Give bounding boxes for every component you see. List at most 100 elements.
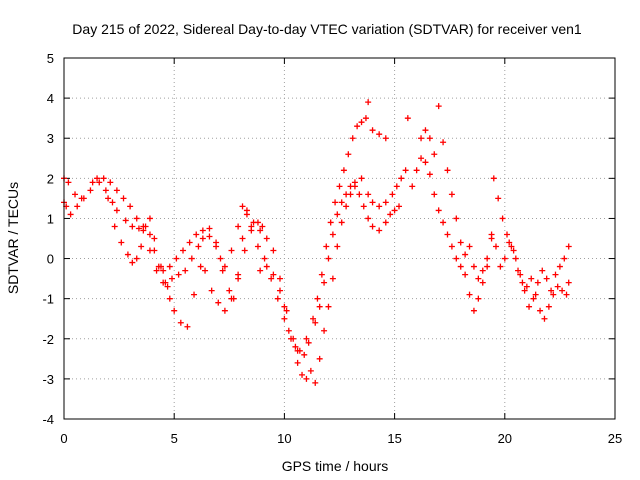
data-point	[235, 275, 242, 282]
data-point	[268, 275, 275, 282]
data-point	[470, 307, 477, 314]
data-point	[440, 219, 447, 226]
data-point	[243, 207, 250, 214]
data-point	[109, 199, 116, 206]
x-tick-label: 15	[387, 431, 401, 446]
data-point	[561, 255, 568, 262]
series-track-e	[404, 115, 572, 322]
data-point	[113, 187, 120, 194]
data-point	[369, 223, 376, 230]
data-point	[188, 255, 195, 262]
data-point	[142, 223, 149, 230]
data-point	[146, 231, 153, 238]
series-track-b	[61, 99, 389, 354]
data-point	[175, 271, 182, 278]
data-point	[254, 243, 261, 250]
data-point	[133, 255, 140, 262]
data-point	[120, 195, 127, 202]
data-point	[301, 351, 308, 358]
data-point	[409, 183, 416, 190]
data-point	[334, 243, 341, 250]
data-point	[193, 231, 200, 238]
data-point	[475, 275, 482, 282]
data-point	[466, 243, 473, 250]
data-point	[151, 235, 158, 242]
data-point	[129, 259, 136, 266]
data-point	[228, 295, 235, 302]
data-point	[105, 195, 112, 202]
data-point	[426, 171, 433, 178]
y-tick-label: -1	[42, 292, 54, 307]
data-point	[358, 175, 365, 182]
y-tick-label: 0	[47, 252, 54, 267]
data-point	[276, 287, 283, 294]
data-point	[347, 191, 354, 198]
data-point	[565, 279, 572, 286]
data-point	[369, 127, 376, 134]
data-point	[492, 243, 499, 250]
data-point	[325, 255, 332, 262]
data-point	[221, 263, 228, 270]
data-point	[129, 223, 136, 230]
data-point	[545, 303, 552, 310]
data-point	[387, 211, 394, 218]
data-point	[537, 307, 544, 314]
data-point	[182, 267, 189, 274]
data-point	[254, 219, 261, 226]
chart-title: Day 215 of 2022, Sidereal Day-to-day VTE…	[72, 21, 582, 37]
data-point	[162, 279, 169, 286]
data-point	[283, 307, 290, 314]
data-point	[506, 239, 513, 246]
data-point	[431, 151, 438, 158]
data-point	[197, 263, 204, 270]
plot-frame	[63, 57, 616, 420]
data-point	[160, 267, 167, 274]
data-point	[444, 231, 451, 238]
data-point	[552, 271, 559, 278]
data-point	[435, 103, 442, 110]
data-point	[338, 199, 345, 206]
data-point	[329, 231, 336, 238]
data-point	[453, 255, 460, 262]
y-tick-label: 1	[47, 211, 54, 226]
data-point	[74, 203, 81, 210]
y-tick-label: 5	[47, 51, 54, 66]
data-point	[351, 183, 358, 190]
data-point	[325, 303, 332, 310]
data-point	[488, 231, 495, 238]
data-point	[122, 217, 129, 224]
data-point	[135, 225, 142, 232]
series-track-d	[257, 183, 403, 386]
data-point	[321, 279, 328, 286]
data-point	[184, 323, 191, 330]
data-point	[259, 223, 266, 230]
data-point	[332, 199, 339, 206]
data-point	[100, 175, 107, 182]
axis-ticks: 0 5 10 15 20 25 -4 -3 -2 -1 0 1 2 3 4 5	[42, 51, 622, 446]
data-point	[435, 207, 442, 214]
data-point	[133, 215, 140, 222]
data-point	[94, 175, 101, 182]
series-track-a	[61, 167, 409, 358]
data-point	[248, 223, 255, 230]
data-point	[102, 187, 109, 194]
data-point	[512, 255, 519, 262]
x-tick-label: 0	[60, 431, 67, 446]
data-point	[312, 319, 319, 326]
data-point	[356, 191, 363, 198]
data-point	[391, 207, 398, 214]
data-point	[556, 263, 563, 270]
data-point	[376, 203, 383, 210]
data-point	[426, 135, 433, 142]
x-tick-label: 20	[498, 431, 512, 446]
data-point	[168, 275, 175, 282]
data-point	[151, 247, 158, 254]
data-point	[475, 295, 482, 302]
data-point	[440, 139, 447, 146]
data-point	[305, 339, 312, 346]
data-point	[199, 227, 206, 234]
data-point	[270, 271, 277, 278]
data-point	[554, 283, 561, 290]
data-point	[462, 251, 469, 258]
